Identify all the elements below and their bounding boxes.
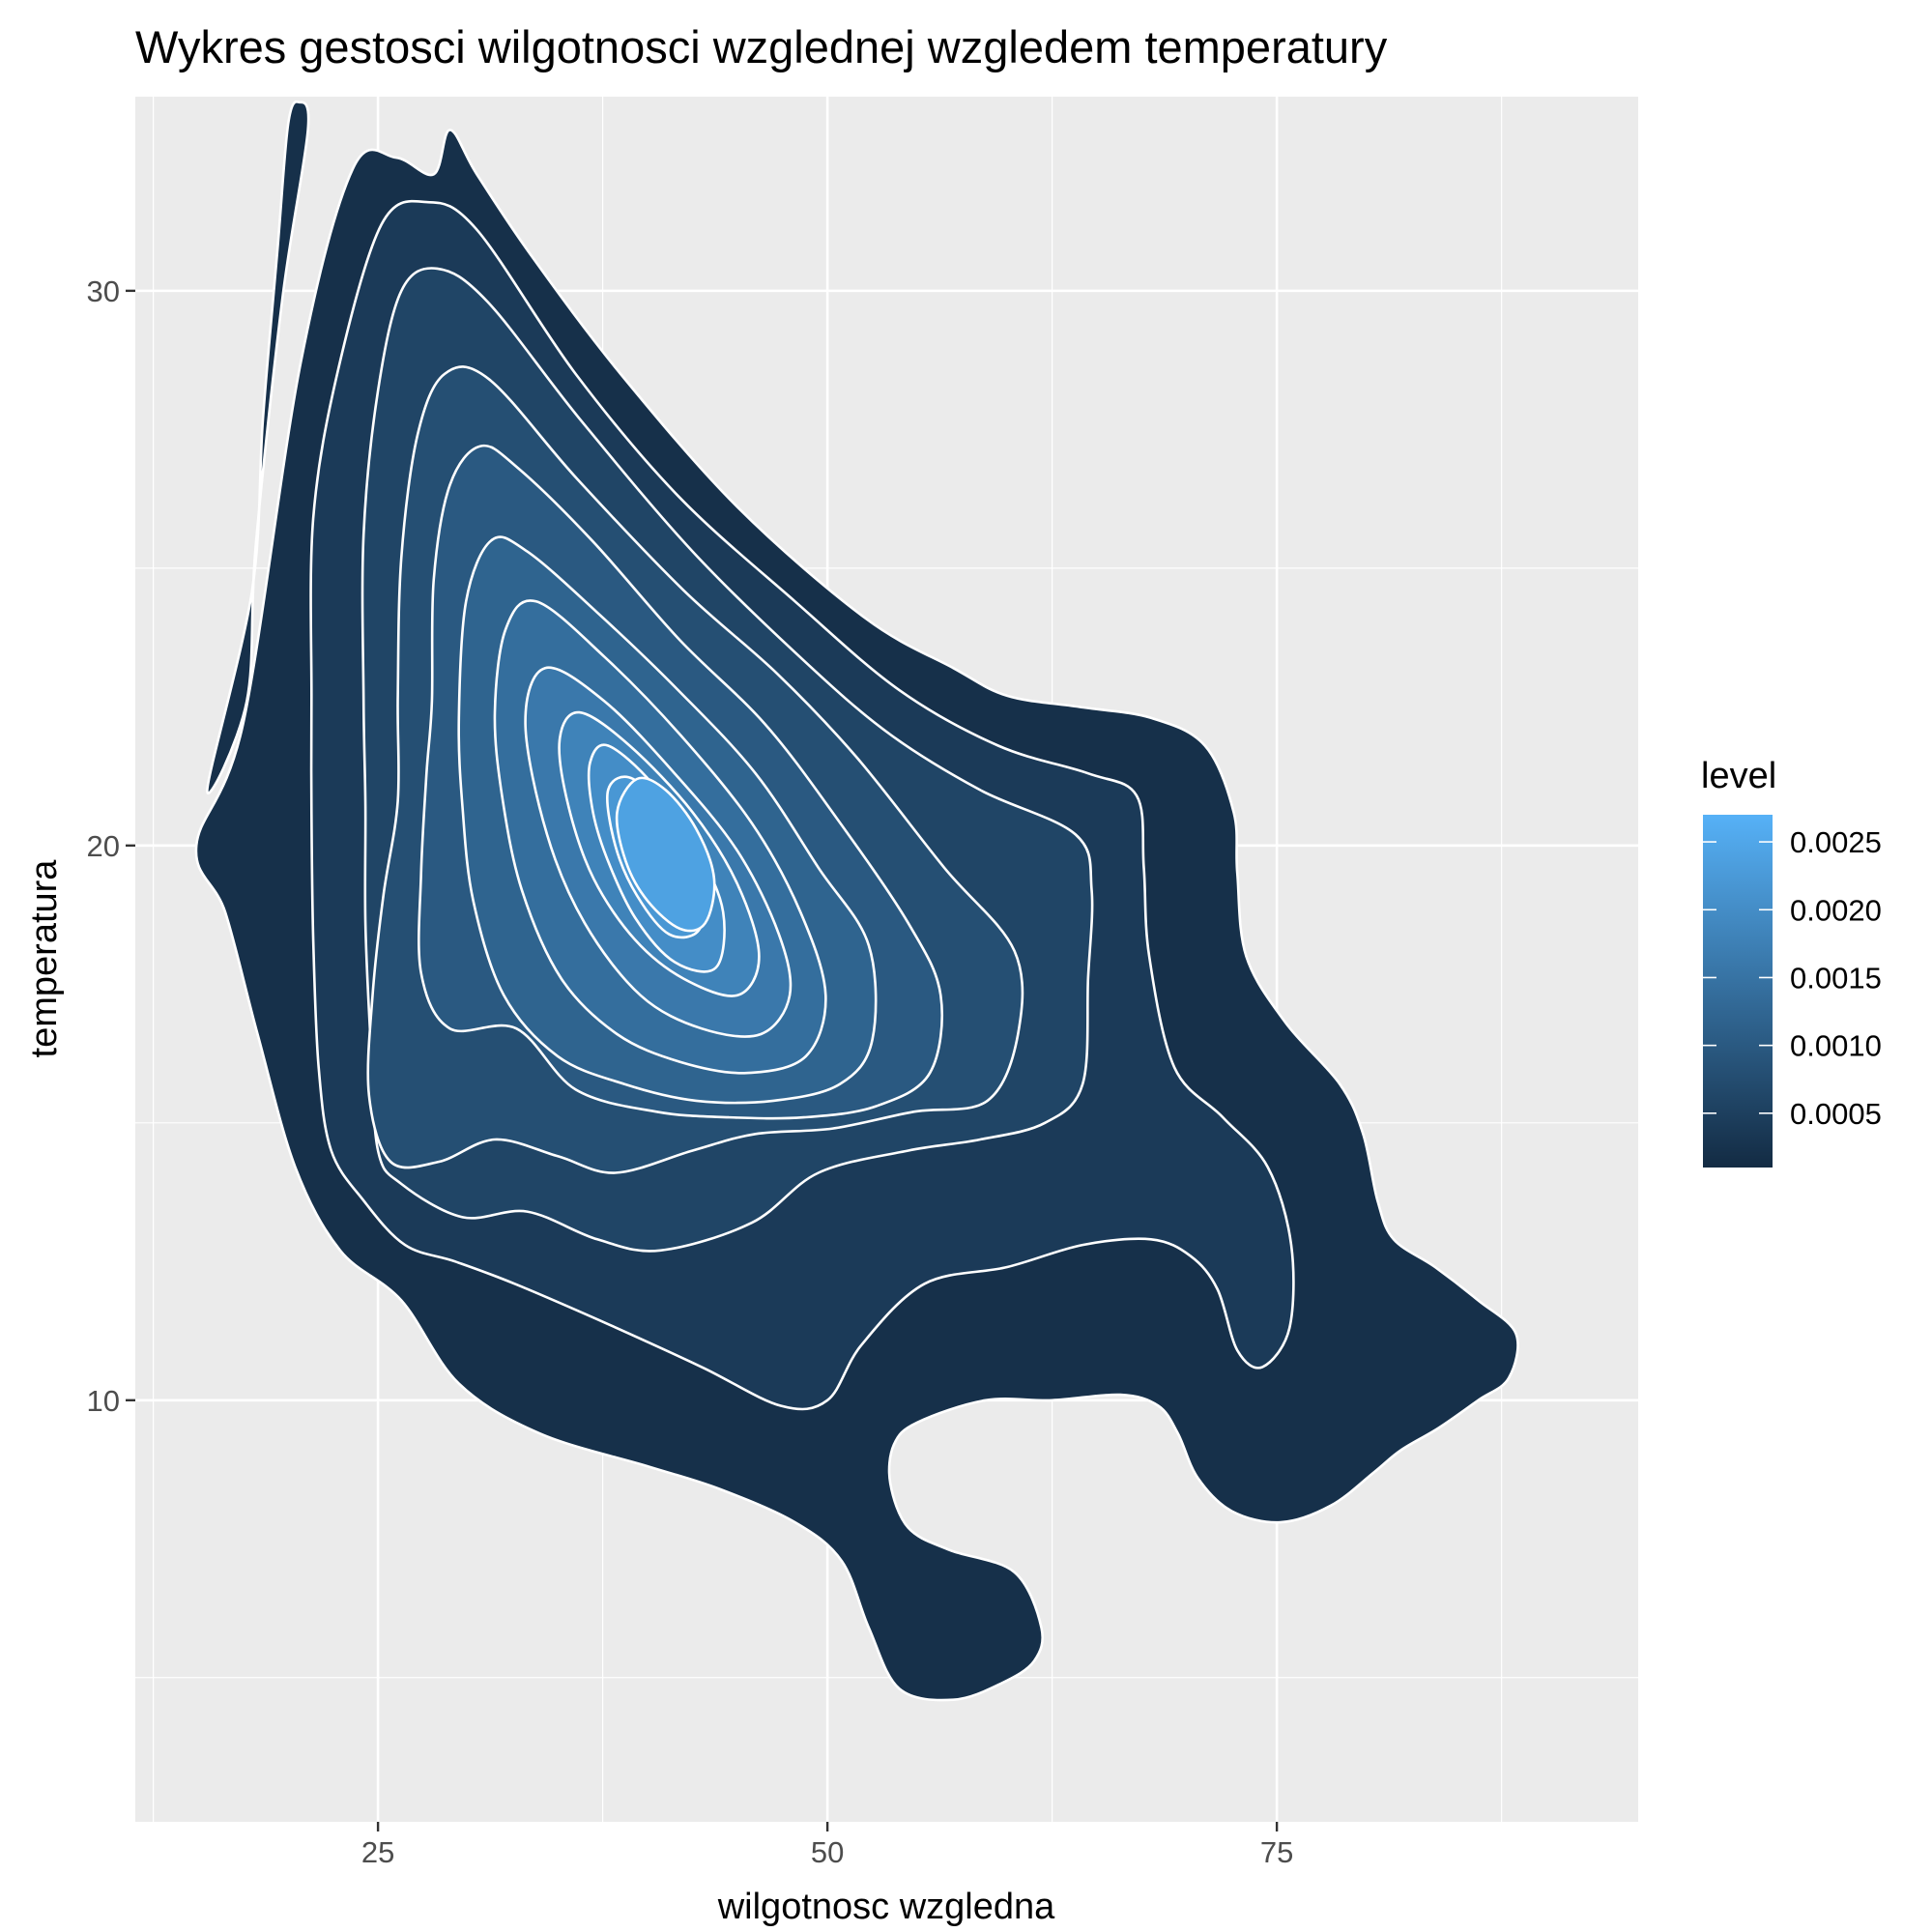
x-axis: 25 50 75 bbox=[361, 1822, 1293, 1869]
y-axis: 10 20 30 bbox=[87, 274, 135, 1418]
legend-tick-label: 0.0005 bbox=[1790, 1097, 1882, 1131]
legend-tick-label: 0.0015 bbox=[1790, 961, 1882, 995]
x-tick-label: 50 bbox=[811, 1835, 844, 1869]
density-contours bbox=[194, 100, 1519, 1702]
x-tick-label: 75 bbox=[1260, 1835, 1293, 1869]
legend-ticks: 0.0005 0.0010 0.0015 0.0020 0.0025 bbox=[1703, 825, 1882, 1131]
legend-tick-label: 0.0010 bbox=[1790, 1029, 1882, 1063]
density-band-0-0 bbox=[206, 100, 310, 794]
chart-title: Wykres gestosci wilgotnosci wzglednej wz… bbox=[135, 21, 1388, 72]
density-band-11-0 bbox=[615, 776, 716, 933]
legend-tick-label: 0.0025 bbox=[1790, 825, 1882, 859]
y-tick-label: 30 bbox=[87, 274, 120, 308]
legend-title: level bbox=[1701, 756, 1776, 796]
y-axis-title: temperatura bbox=[24, 859, 65, 1058]
y-tick-label: 10 bbox=[87, 1384, 120, 1418]
legend-colorbar bbox=[1703, 815, 1773, 1168]
legend-tick-label: 0.0020 bbox=[1790, 893, 1882, 927]
x-tick-label: 25 bbox=[361, 1835, 394, 1869]
legend: level 0.0005 0.0010 0.0015 0.0020 0.0025 bbox=[1701, 756, 1882, 1168]
y-tick-label: 20 bbox=[87, 829, 120, 863]
x-axis-title: wilgotnosc wzgledna bbox=[717, 1887, 1055, 1927]
